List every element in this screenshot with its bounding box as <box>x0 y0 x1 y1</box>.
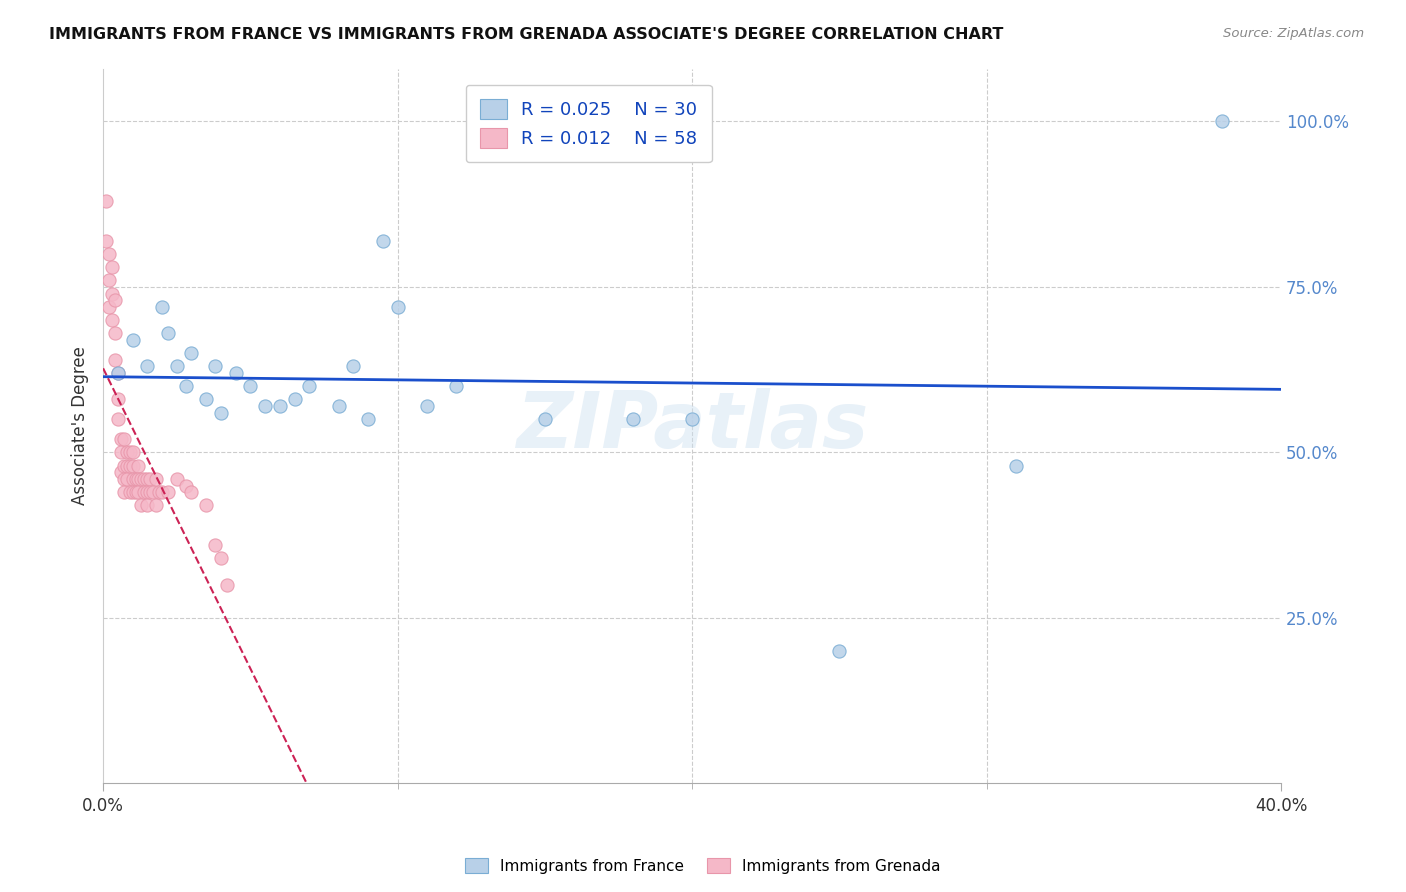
Point <box>101 260 124 274</box>
Point <box>104 326 127 341</box>
Point <box>209 406 232 420</box>
Point <box>115 445 138 459</box>
Point <box>101 286 124 301</box>
Point <box>107 366 129 380</box>
Point <box>124 472 146 486</box>
Point <box>124 485 146 500</box>
Point <box>225 366 247 380</box>
Point <box>136 359 159 374</box>
Y-axis label: Associate's Degree: Associate's Degree <box>72 346 89 506</box>
Point <box>98 247 121 261</box>
Point <box>121 458 143 473</box>
Point <box>127 458 149 473</box>
Point <box>1211 114 1233 128</box>
Point <box>104 352 127 367</box>
Legend: Immigrants from France, Immigrants from Grenada: Immigrants from France, Immigrants from … <box>458 852 948 880</box>
Point <box>298 379 321 393</box>
Point <box>416 399 439 413</box>
Point <box>150 485 173 500</box>
Point <box>118 485 141 500</box>
Point <box>342 359 364 374</box>
Point <box>180 346 202 360</box>
Point <box>107 392 129 407</box>
Point <box>94 194 117 208</box>
Point <box>357 412 380 426</box>
Point <box>136 485 159 500</box>
Point <box>107 366 129 380</box>
Point <box>121 485 143 500</box>
Point <box>195 499 218 513</box>
Point <box>209 551 232 566</box>
Point <box>118 458 141 473</box>
Point <box>371 234 394 248</box>
Point <box>204 538 226 552</box>
Point <box>118 445 141 459</box>
Point <box>131 472 153 486</box>
Point <box>148 485 170 500</box>
Point <box>121 445 143 459</box>
Point <box>239 379 262 393</box>
Point <box>131 499 153 513</box>
Text: Source: ZipAtlas.com: Source: ZipAtlas.com <box>1223 27 1364 40</box>
Point <box>142 485 165 500</box>
Point <box>136 499 159 513</box>
Point <box>115 458 138 473</box>
Text: IMMIGRANTS FROM FRANCE VS IMMIGRANTS FROM GRENADA ASSOCIATE'S DEGREE CORRELATION: IMMIGRANTS FROM FRANCE VS IMMIGRANTS FRO… <box>49 27 1004 42</box>
Point <box>121 333 143 347</box>
Point <box>328 399 350 413</box>
Point <box>136 472 159 486</box>
Point <box>166 472 188 486</box>
Point <box>110 465 132 479</box>
Point <box>533 412 555 426</box>
Point <box>174 478 197 492</box>
Text: ZIPatlas: ZIPatlas <box>516 388 868 464</box>
Point <box>110 432 132 446</box>
Point <box>204 359 226 374</box>
Point <box>180 485 202 500</box>
Point <box>166 359 188 374</box>
Point <box>112 432 135 446</box>
Point <box>145 499 167 513</box>
Point <box>828 644 851 658</box>
Point <box>127 485 149 500</box>
Point <box>139 485 162 500</box>
Point <box>115 472 138 486</box>
Point <box>110 445 132 459</box>
Point <box>101 313 124 327</box>
Point <box>387 300 409 314</box>
Point <box>104 293 127 308</box>
Point <box>94 234 117 248</box>
Point <box>174 379 197 393</box>
Point <box>150 300 173 314</box>
Point <box>112 485 135 500</box>
Point <box>112 472 135 486</box>
Point <box>134 472 156 486</box>
Point <box>681 412 703 426</box>
Legend: R = 0.025    N = 30, R = 0.012    N = 58: R = 0.025 N = 30, R = 0.012 N = 58 <box>465 85 711 162</box>
Point <box>139 472 162 486</box>
Point <box>1005 458 1028 473</box>
Point <box>254 399 277 413</box>
Point <box>134 485 156 500</box>
Point <box>269 399 291 413</box>
Point <box>283 392 305 407</box>
Point <box>127 472 149 486</box>
Point <box>215 578 238 592</box>
Point <box>621 412 644 426</box>
Point <box>195 392 218 407</box>
Point <box>156 326 179 341</box>
Point <box>98 300 121 314</box>
Point <box>121 472 143 486</box>
Point <box>98 273 121 287</box>
Point <box>446 379 468 393</box>
Point <box>156 485 179 500</box>
Point <box>145 472 167 486</box>
Point <box>112 458 135 473</box>
Point <box>107 412 129 426</box>
